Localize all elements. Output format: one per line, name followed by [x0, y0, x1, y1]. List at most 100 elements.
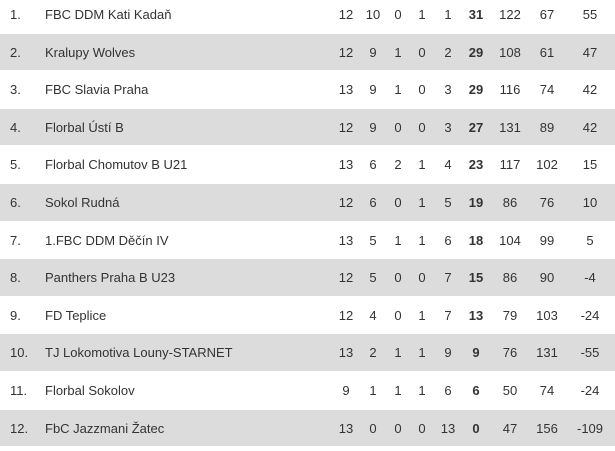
goals-for: 116: [499, 82, 521, 98]
goal-diff: 10: [582, 195, 598, 210]
rank: 3.: [10, 82, 21, 98]
ot-losses: 0: [418, 44, 426, 60]
draws: 1: [394, 232, 402, 248]
wins: 4: [369, 307, 377, 323]
losses: 13: [440, 420, 456, 436]
goals-for: 86: [502, 270, 518, 286]
rank: 7.: [10, 232, 21, 248]
played: 13: [338, 232, 354, 248]
goals-for: 104: [499, 232, 521, 248]
table-row: 11. Florbal Sokolov 9 1 1 1 6 6 50 74 -24: [0, 372, 615, 410]
rank: 1.: [10, 7, 21, 22]
points: 27: [468, 119, 484, 135]
points: 18: [468, 232, 484, 248]
draws: 0: [394, 7, 402, 22]
goal-diff: 47: [582, 44, 598, 60]
losses: 7: [444, 270, 452, 286]
points: 19: [468, 195, 484, 210]
table-row: 1. FBC DDM Kati Kadaň 12 10 0 1 1 31 122 67 55: [0, 0, 615, 34]
wins: 6: [369, 195, 377, 210]
team: Kralupy Wolves: [45, 44, 136, 60]
points: 29: [468, 44, 484, 60]
ot-losses: 0: [418, 82, 426, 98]
goals-for: 131: [499, 119, 521, 135]
draws: 2: [394, 157, 402, 173]
table-row: 4. Florbal Ústí B 12 9 0 0 3 27 131 89 42: [0, 108, 615, 147]
played: 12: [338, 270, 354, 286]
team: Florbal Sokolov: [45, 383, 135, 398]
draws: 0: [394, 307, 402, 323]
team: FbC Jazzmani Žatec: [45, 420, 165, 436]
points: 31: [468, 7, 484, 22]
team: Florbal Chomutov B U21: [45, 157, 188, 173]
points: 9: [472, 345, 480, 361]
goals-against: 156: [536, 420, 558, 436]
rank: 8.: [10, 270, 21, 286]
goals-against: 102: [536, 157, 558, 173]
rank: 9.: [10, 307, 21, 323]
draws: 0: [394, 270, 402, 286]
table-row: 3. FBC Slavia Praha 13 9 1 0 3 29 116 74 42: [0, 71, 615, 109]
goal-diff: 42: [582, 119, 598, 135]
played: 13: [338, 345, 354, 361]
draws: 1: [394, 82, 402, 98]
played: 12: [338, 307, 354, 323]
goal-diff: -24: [580, 307, 600, 323]
wins: 9: [369, 119, 377, 135]
team: FBC Slavia Praha: [45, 82, 149, 98]
goals-against: 76: [539, 195, 555, 210]
team: Panthers Praha B U23: [45, 270, 176, 286]
ot-losses: 1: [418, 232, 426, 248]
rank: 6.: [10, 195, 21, 210]
goal-diff: 55: [582, 7, 598, 22]
table-row: 6. Sokol Rudná 12 6 0 1 5 19 86 76 10: [0, 184, 615, 222]
rank: 5.: [10, 157, 21, 173]
table-row: 12. FbC Jazzmani Žatec 13 0 0 0 13 0 47 156 -109: [0, 409, 615, 448]
draws: 0: [394, 420, 402, 436]
goals-against: 131: [536, 345, 558, 361]
rank: 10.: [10, 345, 29, 361]
goals-for: 47: [502, 420, 518, 436]
wins: 5: [369, 232, 377, 248]
ot-losses: 0: [418, 119, 426, 135]
draws: 1: [394, 44, 402, 60]
goal-diff: 5: [586, 232, 594, 248]
ot-losses: 1: [418, 195, 426, 210]
wins: 9: [369, 82, 377, 98]
wins: 2: [369, 345, 377, 361]
losses: 4: [444, 157, 452, 173]
points: 29: [468, 82, 484, 98]
goals-for: 117: [499, 157, 521, 173]
played: 13: [338, 420, 354, 436]
goals-against: 61: [539, 44, 555, 60]
rank: 11.: [10, 383, 28, 398]
team: FD Teplice: [45, 307, 107, 323]
goal-diff: 42: [582, 82, 598, 98]
wins: 1: [369, 383, 377, 398]
goals-against: 89: [539, 119, 555, 135]
played: 12: [338, 44, 354, 60]
goals-for: 76: [502, 345, 518, 361]
team: TJ Lokomotiva Louny-STARNET: [45, 345, 233, 361]
team: 1.FBC DDM Děčín IV: [45, 232, 169, 248]
table-row: 9. FD Teplice 12 4 0 1 7 13 79 103 -24: [0, 297, 615, 335]
goals-against: 103: [536, 307, 558, 323]
goal-diff: 15: [582, 157, 598, 173]
played: 12: [338, 195, 354, 210]
played: 9: [342, 383, 350, 398]
losses: 3: [444, 82, 452, 98]
team: Sokol Rudná: [45, 195, 120, 210]
draws: 0: [394, 119, 402, 135]
losses: 6: [444, 232, 452, 248]
table-row: 7. 1.FBC DDM Děčín IV 13 5 1 1 6 18 104 99 5: [0, 222, 615, 260]
rank: 12.: [10, 420, 29, 436]
goals-against: 74: [539, 82, 555, 98]
points: 13: [468, 307, 484, 323]
goals-against: 90: [539, 270, 555, 286]
goal-diff: -109: [576, 420, 604, 436]
points: 23: [468, 157, 484, 173]
losses: 1: [444, 7, 452, 22]
ot-losses: 1: [418, 383, 426, 398]
losses: 2: [444, 44, 452, 60]
